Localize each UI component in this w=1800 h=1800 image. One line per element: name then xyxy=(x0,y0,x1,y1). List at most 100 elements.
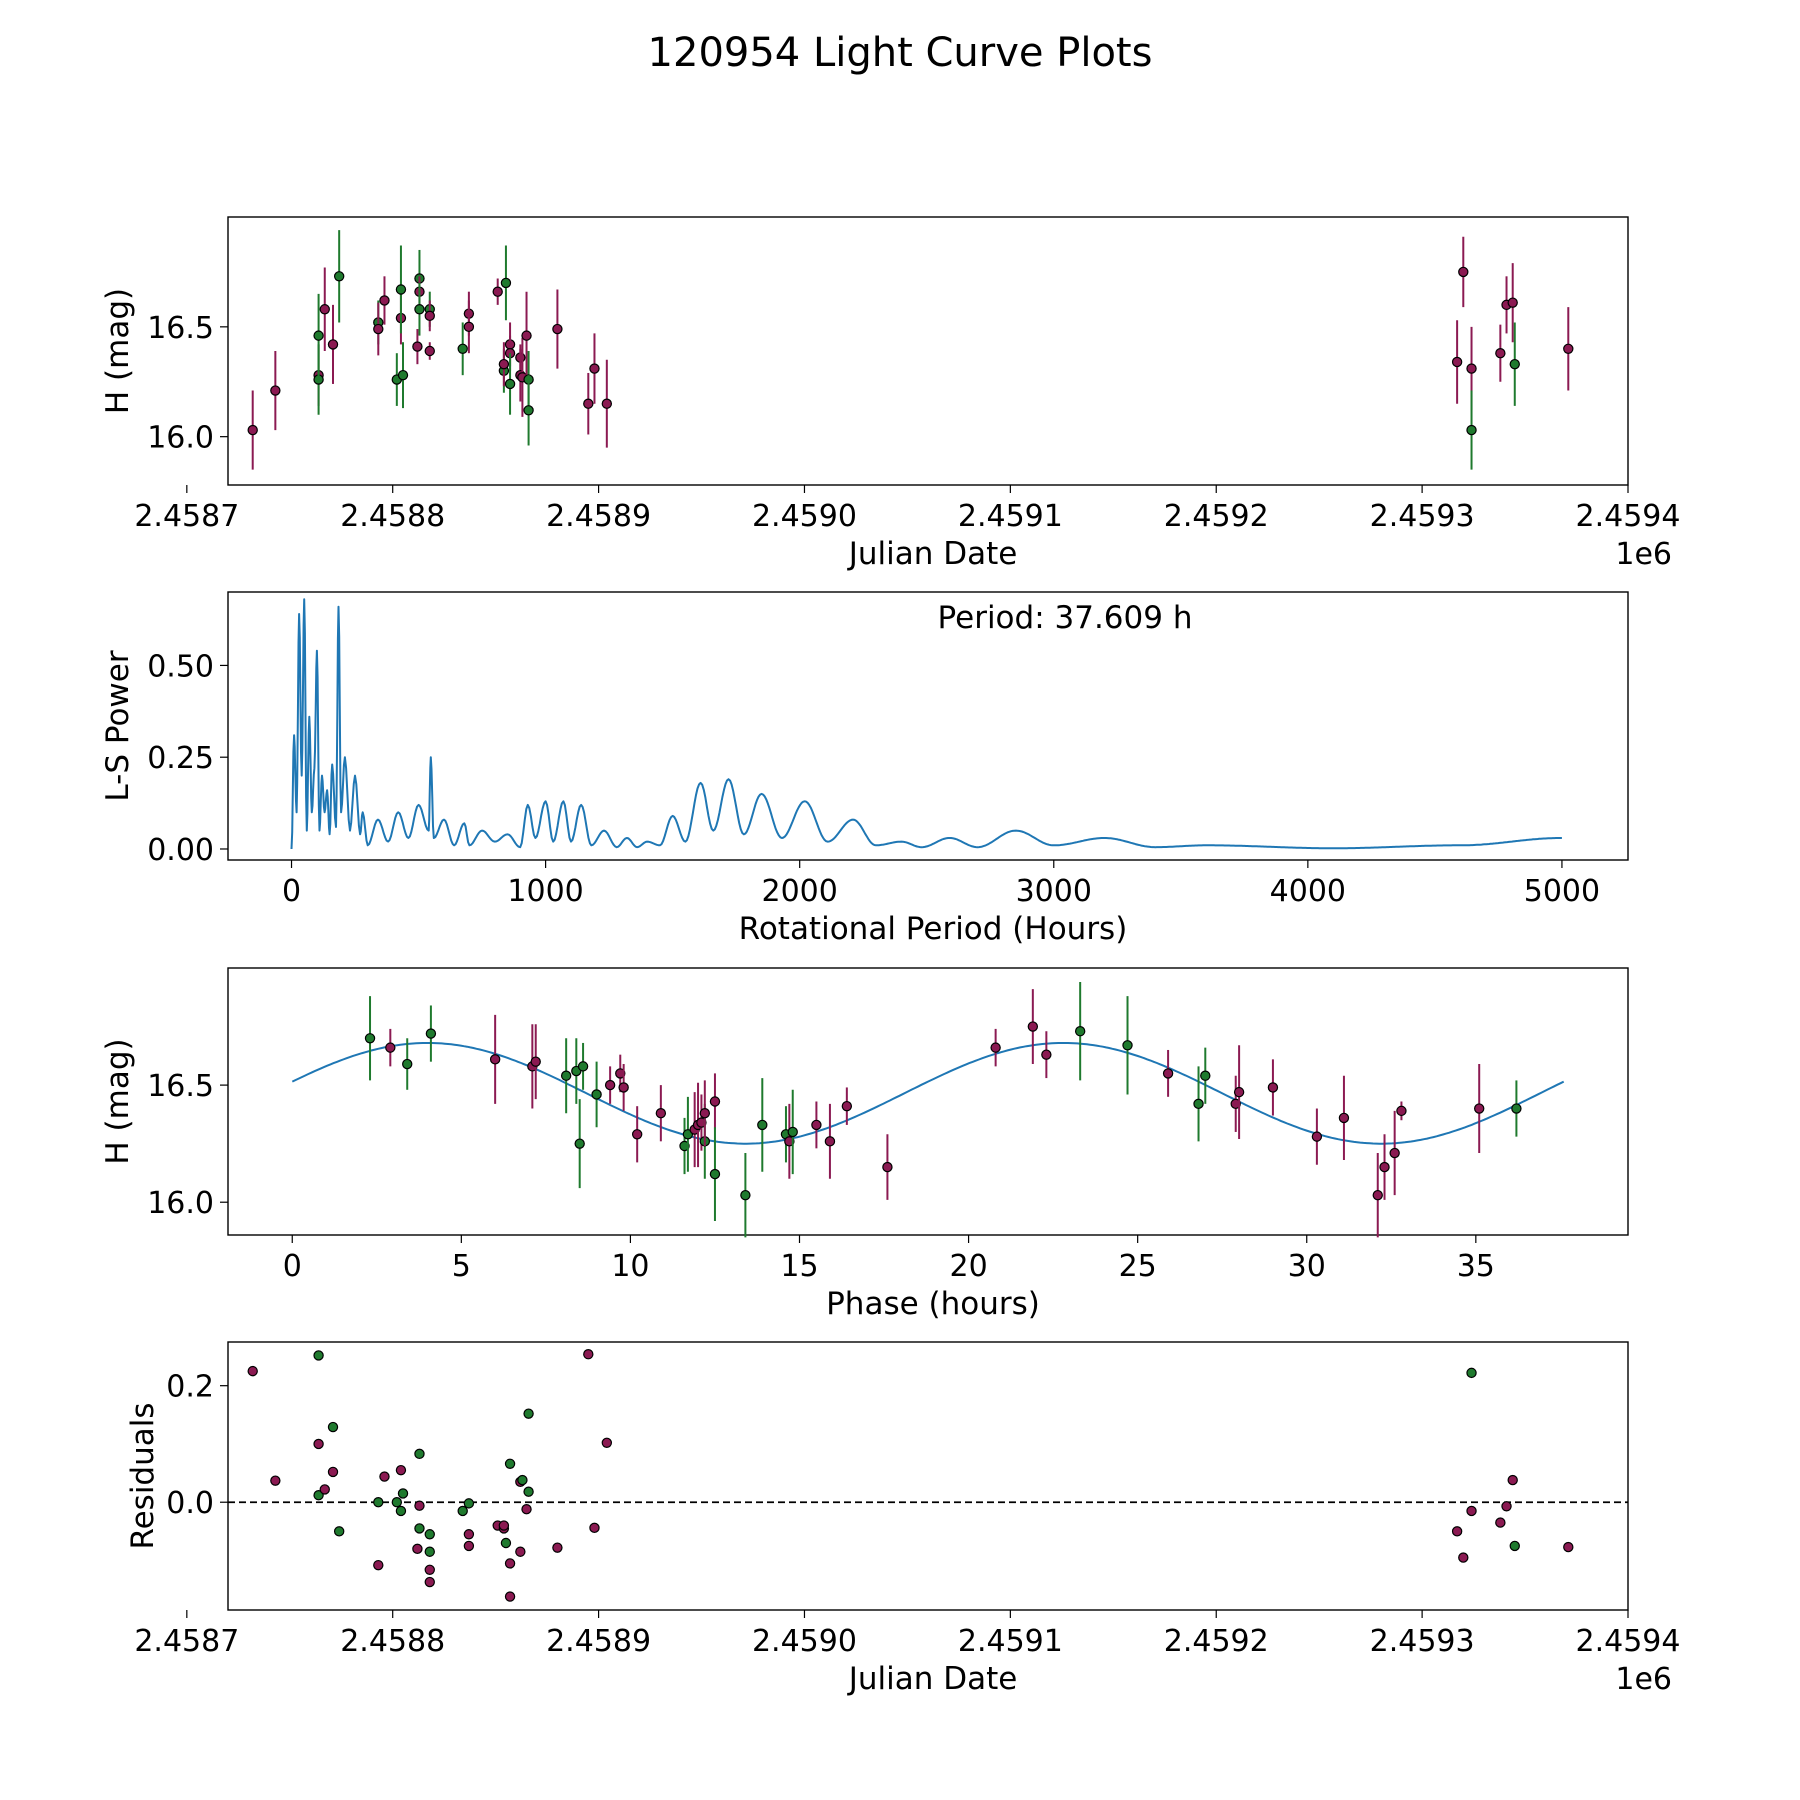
data-point xyxy=(327,1466,339,1478)
data-point xyxy=(1458,1552,1469,1563)
data-point xyxy=(552,1542,563,1553)
x-tick-label: 10 xyxy=(611,1249,649,1284)
data-point xyxy=(424,1529,435,1540)
x-tick-label: 1000 xyxy=(507,874,583,909)
data-point xyxy=(1501,1501,1512,1512)
x-tick-label: 2.4590 xyxy=(752,499,857,534)
data-point xyxy=(373,1559,384,1571)
data-point xyxy=(589,1522,600,1534)
x-axis-label: Julian Date xyxy=(847,536,1018,572)
data-point xyxy=(1267,1082,1279,1093)
data-point xyxy=(1466,363,1477,374)
x-tick-label: 35 xyxy=(1457,1249,1495,1284)
data-point xyxy=(424,1576,435,1588)
periodogram-line xyxy=(290,598,1562,850)
data-point xyxy=(601,1437,613,1448)
data-point xyxy=(615,1068,626,1079)
x-tick-label: 25 xyxy=(1119,1249,1157,1284)
data-point xyxy=(319,304,330,315)
data-point xyxy=(811,1119,822,1131)
data-point xyxy=(1495,1517,1506,1528)
data-point xyxy=(552,323,563,335)
data-point xyxy=(313,330,324,341)
data-point xyxy=(500,1537,512,1549)
y-axis-label: Residuals xyxy=(125,1402,161,1549)
data-point xyxy=(1379,1161,1390,1173)
y-tick-label: 0.0 xyxy=(166,1486,214,1521)
data-point xyxy=(333,1526,345,1537)
data-point xyxy=(1511,1103,1522,1114)
period-annotation: Period: 37.609 h xyxy=(938,600,1193,636)
y-tick-label: 16.5 xyxy=(147,311,214,346)
x-tick-label: 2.4589 xyxy=(546,1624,651,1659)
data-point xyxy=(425,1028,437,1039)
x-tick-label: 2.4592 xyxy=(1164,499,1269,534)
data-point xyxy=(709,1168,721,1180)
x-tick-label: 0 xyxy=(283,1249,302,1284)
data-point xyxy=(591,1089,602,1100)
data-point xyxy=(247,424,258,436)
data-point xyxy=(696,1117,707,1128)
data-point xyxy=(1451,1526,1463,1537)
data-point xyxy=(492,286,503,297)
x-axis-label: Julian Date xyxy=(847,1661,1018,1697)
data-point xyxy=(1396,1105,1407,1117)
x-tick-label: 30 xyxy=(1288,1249,1326,1284)
data-point xyxy=(319,1484,330,1495)
y-tick-label: 16.0 xyxy=(147,421,214,456)
x-tick-label: 2.4591 xyxy=(958,1624,1063,1659)
data-point xyxy=(424,310,435,322)
x-tick-label: 2.4587 xyxy=(134,1624,239,1659)
x-tick-label: 3000 xyxy=(1016,874,1092,909)
data-point xyxy=(1563,1541,1574,1553)
data-point xyxy=(424,345,435,357)
x-tick-label: 5 xyxy=(452,1249,471,1284)
data-point xyxy=(395,284,407,295)
x-offset-label: 1e6 xyxy=(1615,537,1672,572)
data-point xyxy=(498,1520,510,1531)
data-point xyxy=(457,1505,468,1517)
data-point xyxy=(1372,1189,1383,1201)
data-point xyxy=(397,1488,409,1499)
data-point xyxy=(327,339,339,350)
y-axis-label: H (mag) xyxy=(100,1038,136,1164)
model-fit-curve xyxy=(291,1042,1565,1145)
data-point xyxy=(1389,1147,1400,1159)
x-tick-label: 5000 xyxy=(1524,874,1600,909)
data-point xyxy=(699,1108,711,1119)
data-point xyxy=(489,1054,501,1065)
x-tick-label: 4000 xyxy=(1270,874,1346,909)
data-point xyxy=(1041,1049,1052,1060)
data-point xyxy=(521,1504,532,1515)
data-point xyxy=(385,1042,396,1053)
phase-folded-panel: 0 5 10 15 20 25 30 35 16.0 16.5 Phase (hours) H (ma… xyxy=(100,967,1629,1322)
data-point xyxy=(1233,1086,1245,1098)
data-point xyxy=(373,323,384,335)
data-point xyxy=(523,405,534,416)
data-point xyxy=(333,271,345,282)
data-point xyxy=(583,398,594,409)
data-point xyxy=(515,1546,526,1557)
data-point xyxy=(364,1033,376,1044)
data-point xyxy=(397,369,409,381)
data-point xyxy=(1451,356,1463,368)
data-point xyxy=(247,1365,258,1377)
data-point xyxy=(1474,1103,1485,1114)
data-point xyxy=(784,1136,795,1147)
data-point xyxy=(709,1096,721,1107)
data-point xyxy=(414,304,425,315)
data-point xyxy=(1338,1112,1350,1124)
light-curve-panel: 2.4587 2.4588 2.4589 2.4590 2.4591 2.4592 2.45… xyxy=(100,216,1680,572)
x-tick-label: 2.4588 xyxy=(340,499,445,534)
data-point xyxy=(424,1546,435,1557)
data-point xyxy=(327,1421,339,1433)
data-point xyxy=(463,1498,475,1509)
x-tick-label: 2.4594 xyxy=(1576,1624,1681,1659)
y-tick-label: 0.00 xyxy=(147,833,214,868)
data-point xyxy=(379,295,390,306)
data-point xyxy=(1509,1540,1520,1552)
axes-frame xyxy=(227,967,1629,1236)
data-point xyxy=(990,1042,1001,1053)
data-point xyxy=(583,1349,594,1360)
data-point xyxy=(504,1591,516,1602)
